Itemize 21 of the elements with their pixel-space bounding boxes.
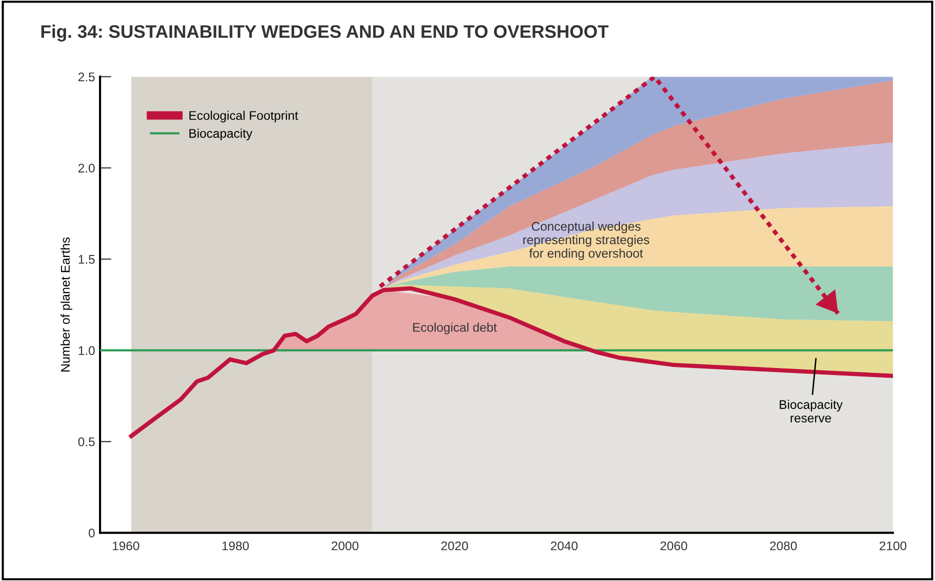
x-tick-label: 2100: [880, 541, 906, 550]
x-tick-label: 1980: [222, 541, 249, 550]
y-tick-label: 2.0: [78, 164, 95, 173]
chart-title: Fig. 34: SUSTAINABILITY WEDGES AND AN END TO OVERSHOOT: [41, 24, 608, 42]
legend-label: Ecological Footprint: [189, 110, 298, 122]
annotation: Conceptual wedges representing strategies for ending overshoot: [523, 222, 650, 260]
y-axis-title: Number of planet Earths: [60, 237, 72, 372]
legend-label: Biocapacity: [189, 128, 252, 140]
x-tick-label: 2000: [332, 541, 358, 550]
x-tick-label: 2040: [550, 541, 578, 550]
y-tick-label: 1.5: [78, 255, 95, 264]
annotation: Ecological debt: [413, 322, 497, 334]
y-tick-label: 1.0: [78, 346, 95, 355]
annotation: Biocapacity reserve: [780, 400, 843, 422]
x-tick-label: 2080: [770, 541, 797, 550]
x-tick-label: 1960: [112, 541, 140, 550]
x-tick-label: 2020: [441, 541, 468, 550]
y-tick-label: 0: [88, 528, 95, 538]
x-tick-label: 2060: [660, 541, 688, 550]
y-tick-label: 0.5: [78, 437, 95, 446]
y-tick-label: 2.5: [78, 72, 95, 82]
